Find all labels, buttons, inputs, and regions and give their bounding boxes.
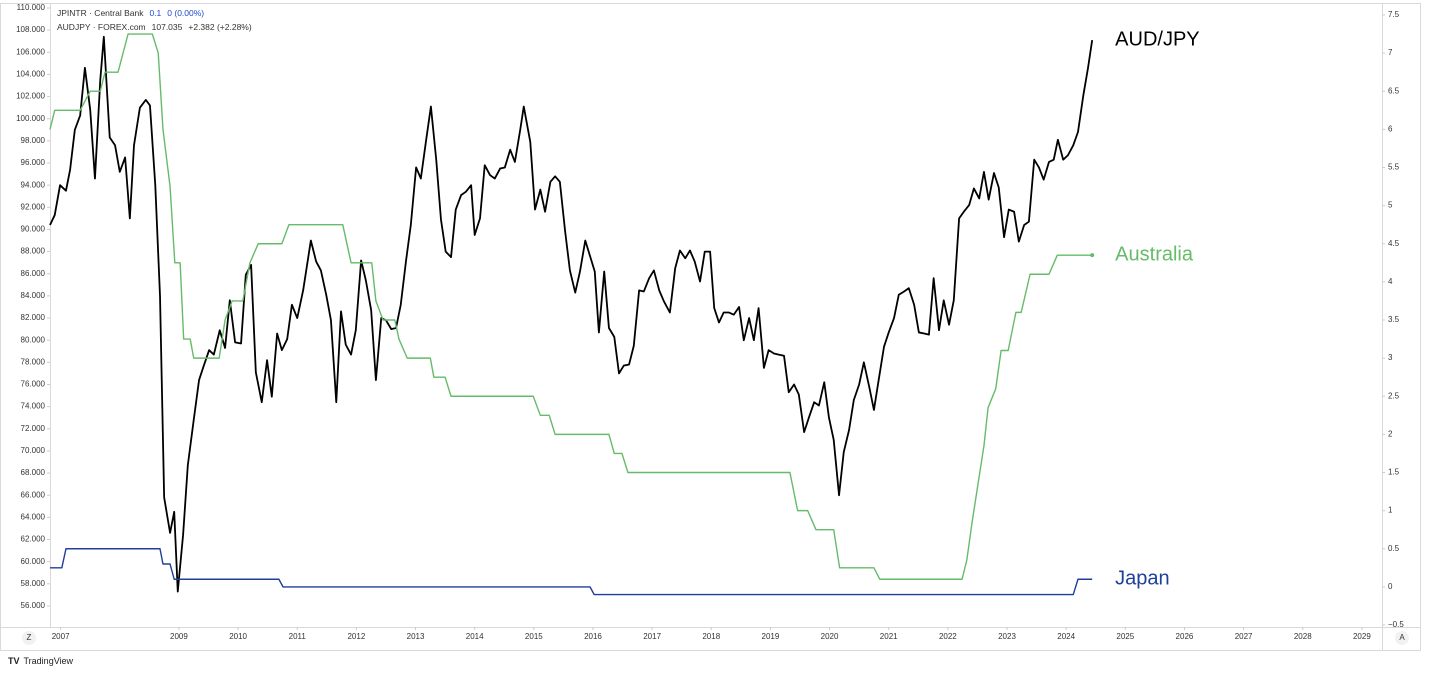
x-tick-label: 2012 bbox=[347, 632, 365, 641]
x-tick-label: 2026 bbox=[1176, 632, 1194, 641]
y2-tick-label: 6 bbox=[1388, 124, 1393, 133]
y-tick-label: 56.000 bbox=[21, 601, 46, 610]
y2-tick-label: 2.5 bbox=[1388, 391, 1400, 400]
y-tick-label: 80.000 bbox=[21, 335, 46, 344]
x-tick-label: 2014 bbox=[466, 632, 484, 641]
x-tick-label: 2019 bbox=[762, 632, 780, 641]
header-value: 107.035 bbox=[151, 22, 183, 32]
y-tick-label: 70.000 bbox=[21, 446, 46, 455]
x-tick-label: 2010 bbox=[229, 632, 247, 641]
y2-tick-label: 3.5 bbox=[1388, 315, 1400, 324]
y2-tick-label: 0 bbox=[1388, 582, 1393, 591]
y-tick-label: 96.000 bbox=[21, 158, 46, 167]
x-tick-label: 2022 bbox=[939, 632, 957, 641]
header-change: +2.382 (+2.28%) bbox=[188, 22, 252, 32]
x-tick-label: 2024 bbox=[1057, 632, 1075, 641]
y-tick-label: 62.000 bbox=[21, 535, 46, 544]
y-tick-label: 102.000 bbox=[16, 92, 45, 101]
legend-header: JPINTR · Central Bank 0.1 0 (0.00%) AUDJPY… bbox=[57, 6, 252, 34]
y2-tick-label: 4.5 bbox=[1388, 239, 1400, 248]
y-tick-label: 66.000 bbox=[21, 490, 46, 499]
button[interactable]: Z bbox=[27, 633, 32, 642]
y2-tick-label: 7.5 bbox=[1388, 10, 1400, 19]
x-tick-label: 2011 bbox=[289, 632, 307, 641]
y-tick-label: 84.000 bbox=[21, 291, 46, 300]
x-tick-label: 2016 bbox=[584, 632, 602, 641]
y2-tick-label: −0.5 bbox=[1388, 620, 1404, 629]
series-line bbox=[50, 548, 1093, 596]
y-tick-label: 64.000 bbox=[21, 512, 46, 521]
frame bbox=[0, 3, 1421, 651]
x-tick-label: 2007 bbox=[52, 632, 70, 641]
header-row: JPINTR · Central Bank 0.1 0 (0.00%) bbox=[57, 6, 252, 20]
y2-tick-label: 3 bbox=[1388, 353, 1393, 362]
y-tick-label: 92.000 bbox=[21, 202, 46, 211]
y-tick-label: 60.000 bbox=[21, 557, 46, 566]
brand-name: TradingView bbox=[23, 656, 74, 666]
y-tick-label: 94.000 bbox=[21, 180, 46, 189]
y-tick-label: 108.000 bbox=[16, 25, 45, 34]
y2-tick-label: 5.5 bbox=[1388, 163, 1400, 172]
series-label: Australia bbox=[1115, 243, 1194, 265]
y-tick-label: 104.000 bbox=[16, 70, 45, 79]
y-tick-label: 100.000 bbox=[16, 114, 45, 123]
x-tick-label: 2015 bbox=[525, 632, 543, 641]
x-tick-label: 2023 bbox=[998, 632, 1016, 641]
header-row: AUDJPY · FOREX.com 107.035 +2.382 (+2.28%) bbox=[57, 20, 252, 34]
x-tick-label: 2021 bbox=[880, 632, 898, 641]
x-tick-label: 2013 bbox=[407, 632, 425, 641]
y-tick-label: 106.000 bbox=[16, 47, 45, 56]
y-tick-label: 72.000 bbox=[21, 424, 46, 433]
y-tick-label: 90.000 bbox=[21, 225, 46, 234]
y-tick-label: 86.000 bbox=[21, 269, 46, 278]
x-tick-label: 2029 bbox=[1353, 632, 1371, 641]
y-tick-label: 110.000 bbox=[17, 3, 46, 12]
y-tick-label: 74.000 bbox=[21, 402, 46, 411]
x-tick-label: 2027 bbox=[1235, 632, 1253, 641]
y-tick-label: 82.000 bbox=[21, 313, 46, 322]
header-change: 0 (0.00%) bbox=[167, 8, 205, 18]
y-tick-label: 78.000 bbox=[21, 357, 46, 366]
series-line bbox=[49, 33, 1093, 580]
y2-tick-label: 1.5 bbox=[1388, 468, 1400, 477]
x-tick-label: 2028 bbox=[1294, 632, 1312, 641]
y2-tick-label: 4 bbox=[1388, 277, 1393, 286]
x-tick-label: 2009 bbox=[170, 632, 188, 641]
y2-tick-label: 6.5 bbox=[1388, 86, 1400, 95]
series-label: Japan bbox=[1115, 568, 1170, 590]
y2-tick-label: 7 bbox=[1388, 48, 1393, 57]
header-value: 0.1 bbox=[149, 8, 162, 18]
y-tick-label: 76.000 bbox=[21, 380, 46, 389]
brand: TV TradingView bbox=[8, 656, 74, 666]
x-tick-label: 2017 bbox=[643, 632, 661, 641]
button[interactable]: A bbox=[1399, 633, 1405, 642]
y-tick-label: 88.000 bbox=[21, 247, 46, 256]
symbol: JPINTR · Central Bank bbox=[57, 8, 144, 18]
last-point bbox=[1090, 253, 1095, 258]
x-tick-label: 2018 bbox=[702, 632, 720, 641]
y2-tick-label: 1 bbox=[1388, 506, 1393, 515]
y-tick-label: 68.000 bbox=[21, 468, 46, 477]
button-bg[interactable] bbox=[22, 631, 36, 645]
y2-tick-label: 0.5 bbox=[1388, 544, 1400, 553]
button-bg[interactable] bbox=[1395, 631, 1409, 645]
y-tick-label: 58.000 bbox=[21, 579, 46, 588]
series-line bbox=[49, 35, 1094, 593]
symbol: AUDJPY · FOREX.com bbox=[57, 22, 146, 32]
series-label: AUD/JPY bbox=[1115, 28, 1199, 50]
x-tick-label: 2025 bbox=[1116, 632, 1134, 641]
x-tick-label: 2020 bbox=[821, 632, 839, 641]
y2-tick-label: 5 bbox=[1388, 201, 1393, 210]
y-tick-label: 98.000 bbox=[21, 136, 46, 145]
y2-tick-label: 2 bbox=[1388, 429, 1393, 438]
